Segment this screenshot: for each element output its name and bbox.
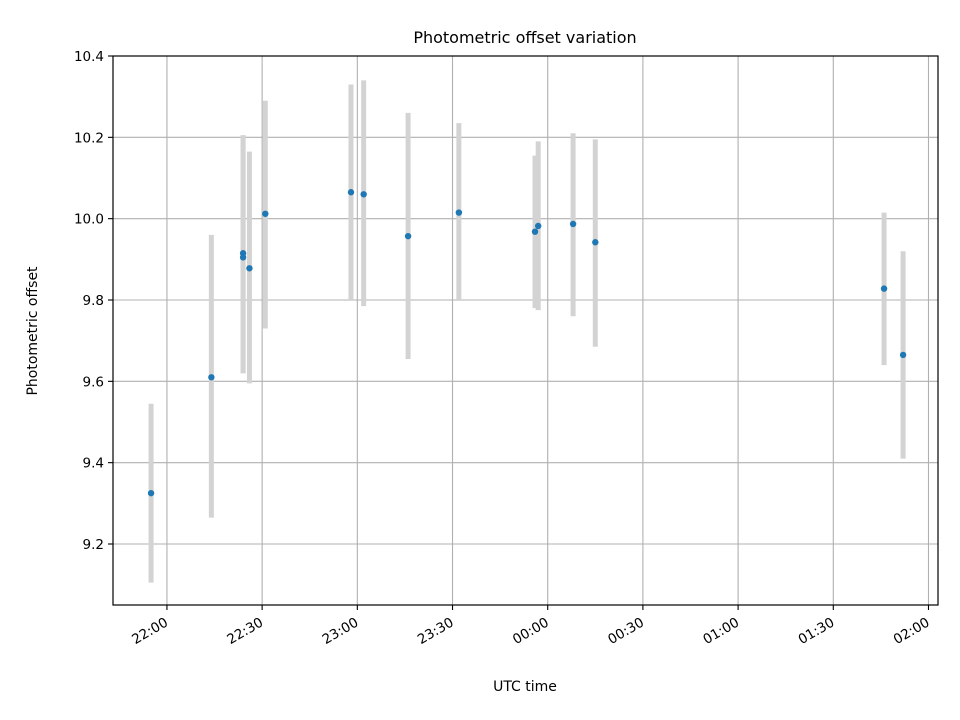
data-point	[534, 222, 542, 230]
y-tick-label: 9.6	[83, 374, 104, 390]
x-axis-label: UTC time	[493, 679, 557, 695]
y-tick-label: 10.0	[74, 212, 104, 228]
data-point	[455, 209, 463, 216]
data-point	[592, 239, 599, 246]
data-point	[239, 254, 247, 261]
data-point	[246, 265, 253, 272]
y-tick-label: 10.2	[74, 130, 104, 146]
y-tick-label: 10.4	[74, 49, 104, 65]
data-point	[404, 232, 412, 240]
data-point	[531, 228, 539, 235]
y-tick-label: 9.4	[83, 456, 104, 472]
data-point	[569, 220, 577, 228]
data-point	[880, 285, 888, 292]
data-point	[147, 489, 155, 497]
y-tick-label: 9.8	[83, 293, 104, 309]
data-point	[262, 210, 269, 217]
data-point	[899, 351, 907, 359]
data-points	[147, 189, 907, 497]
y-tick-label: 9.2	[83, 537, 104, 553]
plot-frame	[112, 55, 939, 606]
data-point	[347, 189, 355, 196]
chart-title: Photometric offset variation	[413, 28, 636, 47]
data-point	[208, 374, 215, 381]
y-axis-ticks: 9.2 9.4 9.6 9.8 10.0 10.2 10.4	[74, 49, 113, 553]
y-axis-label: Photometric offset	[25, 266, 41, 396]
data-point	[360, 191, 367, 198]
